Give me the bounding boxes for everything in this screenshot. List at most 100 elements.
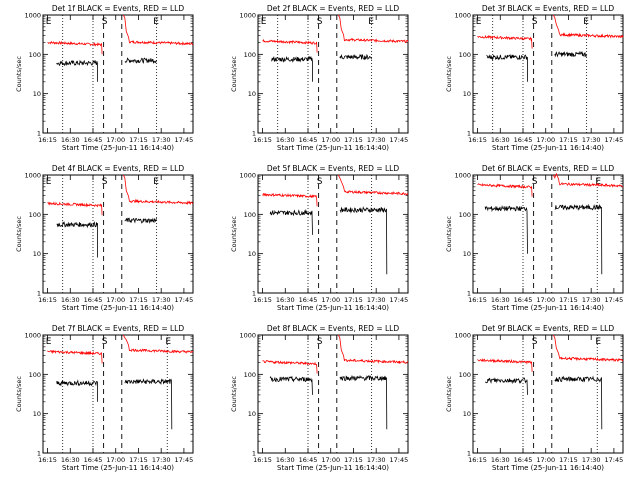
event-marker-e: E: [368, 17, 374, 27]
x-tick-label: 17:15: [129, 296, 148, 304]
event-marker-e: E: [595, 177, 601, 187]
y-tick-label: 100: [459, 371, 471, 379]
x-tick-label: 17:30: [152, 296, 171, 304]
events-series-line-1: [56, 221, 98, 258]
x-tick-label: 17:15: [344, 456, 363, 464]
y-axis-label: Counts/sec: [15, 56, 23, 92]
x-tick-label: 17:30: [152, 136, 171, 144]
x-tick-label: 16:30: [491, 456, 510, 464]
x-tick-label: 16:45: [299, 456, 318, 464]
events-series-line-2: [339, 53, 372, 61]
x-tick-label: 16:45: [514, 456, 533, 464]
x-tick-label: 16:45: [299, 136, 318, 144]
y-tick-label: 1: [467, 290, 471, 298]
x-tick-label: 17:15: [129, 456, 148, 464]
events-series-line-1: [271, 55, 313, 82]
x-tick-label: 16:30: [61, 456, 80, 464]
x-tick-label: 16:15: [468, 456, 487, 464]
chart-panel-8: Det 8f BLACK = Events, RED = LLD 1 10 100 10…: [230, 324, 409, 472]
chart-title: Det 8f BLACK = Events, RED = LLD: [267, 324, 400, 333]
x-tick-label: 16:30: [276, 296, 295, 304]
x-tick-label: 17:00: [106, 296, 125, 304]
x-tick-label: 17:15: [129, 136, 148, 144]
y-axis-label: Counts/sec: [445, 56, 453, 92]
x-tick-label: 17:00: [321, 296, 340, 304]
x-axis-label: Start Time (25-Jun-11 16:14:40): [277, 464, 389, 472]
y-tick-label: 10: [463, 410, 471, 418]
x-tick-label: 17:45: [390, 296, 409, 304]
y-tick-label: 1: [37, 130, 41, 138]
x-tick-label: 17:00: [536, 456, 555, 464]
chart-panel-3: Det 3f BLACK = Events, RED = LLD 1 10 100 10…: [445, 4, 624, 152]
events-series-line-1: [56, 379, 98, 402]
x-tick-label: 16:30: [276, 136, 295, 144]
chart-panel-2: Det 2f BLACK = Events, RED = LLD 1 10 100 10…: [230, 4, 409, 152]
plot-frame: [42, 14, 194, 134]
lld-series-line-1: [477, 357, 533, 372]
lld-series-line-1: [262, 360, 318, 374]
x-axis-label: Start Time (25-Jun-11 16:14:40): [277, 144, 389, 152]
event-marker-s: S: [102, 17, 108, 27]
event-marker-e: E: [46, 17, 52, 27]
x-tick-label: 16:15: [38, 136, 57, 144]
event-marker-s: S: [102, 177, 108, 187]
x-tick-label: 17:45: [175, 456, 194, 464]
lld-series-line-1: [47, 201, 103, 216]
y-tick-label: 100: [29, 51, 41, 59]
x-tick-label: 17:30: [582, 456, 601, 464]
chart-panel-6: Det 6f BLACK = Events, RED = LLD 1 10 100 10…: [445, 164, 624, 312]
chart-panel-5: Det 5f BLACK = Events, RED = LLD 1 10 100 10…: [230, 164, 409, 312]
y-axis-label: Counts/sec: [230, 376, 238, 412]
lld-series-line-2: [122, 334, 194, 354]
y-tick-label: 100: [244, 371, 256, 379]
plot-frame: [257, 174, 409, 294]
y-tick-label: 10: [33, 410, 41, 418]
event-marker-e: E: [153, 177, 159, 187]
y-tick-label: 1000: [454, 12, 471, 20]
chart-title: Det 7f BLACK = Events, RED = LLD: [52, 324, 185, 333]
event-marker-e: E: [46, 337, 52, 347]
x-tick-label: 16:30: [491, 136, 510, 144]
y-tick-label: 1000: [24, 172, 41, 180]
x-tick-label: 16:15: [468, 136, 487, 144]
event-marker-e: E: [476, 17, 482, 27]
events-series-line-2: [124, 378, 173, 430]
y-tick-label: 10: [33, 250, 41, 258]
events-series-line-1: [269, 375, 313, 395]
chart-title: Det 1f BLACK = Events, RED = LLD: [52, 4, 185, 13]
lld-series-line-1: [262, 192, 318, 207]
x-tick-label: 17:30: [367, 296, 386, 304]
y-tick-label: 1: [467, 450, 471, 458]
lld-series-line-2: [337, 14, 409, 44]
y-tick-label: 1: [467, 130, 471, 138]
x-tick-label: 17:30: [582, 296, 601, 304]
y-tick-label: 10: [248, 250, 256, 258]
x-tick-label: 17:00: [536, 296, 555, 304]
y-tick-label: 1000: [239, 12, 256, 20]
y-tick-label: 100: [29, 371, 41, 379]
x-tick-label: 17:45: [175, 136, 194, 144]
chart-panel-4: Det 4f BLACK = Events, RED = LLD 1 10 100 10…: [15, 164, 194, 312]
events-series-line-1: [269, 208, 313, 235]
events-series-line-2: [124, 217, 157, 224]
lld-series-line-2: [337, 334, 409, 365]
chart-panel-7: Det 7f BLACK = Events, RED = LLD 1 10 100 10…: [15, 324, 194, 472]
x-tick-label: 16:45: [84, 456, 103, 464]
event-marker-e: E: [583, 17, 589, 27]
y-axis-label: Counts/sec: [230, 56, 238, 92]
plot-frame: [42, 334, 194, 454]
y-tick-label: 100: [244, 211, 256, 219]
x-tick-label: 16:45: [299, 296, 318, 304]
y-tick-label: 10: [463, 250, 471, 258]
y-tick-label: 1: [37, 290, 41, 298]
lld-series-line-1: [477, 34, 533, 49]
x-tick-label: 17:00: [106, 456, 125, 464]
y-axis-label: Counts/sec: [445, 216, 453, 252]
x-tick-label: 17:00: [321, 136, 340, 144]
y-tick-label: 1: [252, 290, 256, 298]
y-axis-label: Counts/sec: [15, 376, 23, 412]
lld-series-line-1: [477, 182, 533, 197]
x-tick-label: 17:30: [367, 136, 386, 144]
y-tick-label: 100: [244, 51, 256, 59]
